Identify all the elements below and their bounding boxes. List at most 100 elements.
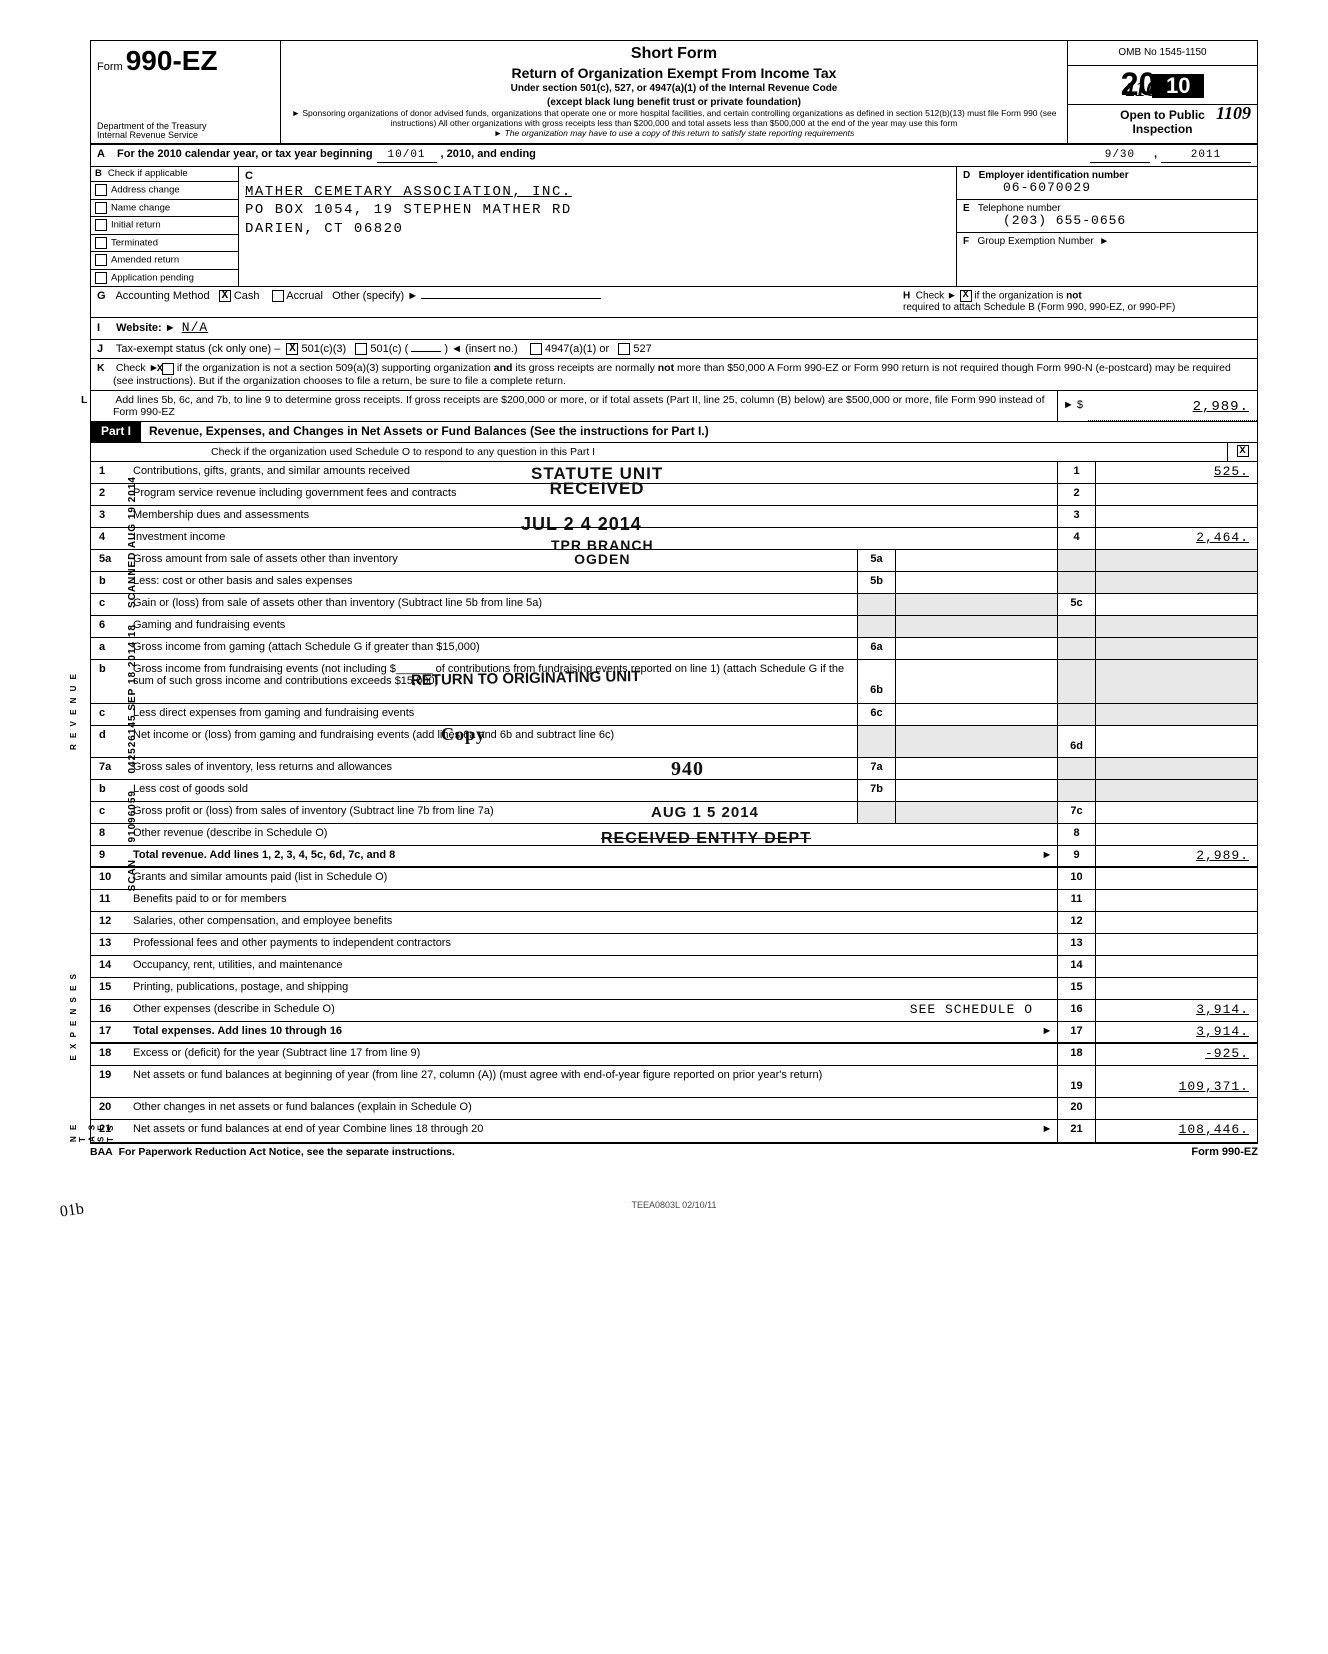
title-short-form: Short Form	[287, 45, 1061, 63]
label-k: K	[97, 362, 113, 374]
line-5b-desc: Less: cost or other basis and sales expe…	[133, 572, 857, 593]
ck-509a3[interactable]	[162, 363, 174, 375]
check-if-applicable: Check if applicable	[108, 169, 188, 180]
line-17: 17 Total expenses. Add lines 10 through …	[91, 1022, 1257, 1044]
line-7b-num: b	[91, 780, 133, 801]
line-17-arrow: ►	[1037, 1022, 1057, 1042]
line-6-rval	[1095, 616, 1257, 637]
tax-year-begin[interactable]: 10/01	[377, 149, 437, 163]
ck-terminated[interactable]	[95, 237, 107, 249]
ck-address-change[interactable]	[95, 184, 107, 196]
label-c: C	[245, 169, 253, 184]
line-4-rnum: 4	[1057, 528, 1095, 549]
ck-cash[interactable]	[219, 290, 231, 302]
line-16-see-schedule-o: SEE SCHEDULE O	[910, 1003, 1053, 1018]
line-5a-mnum: 5a	[858, 550, 896, 571]
vlabel-expenses: E X P E N S E S	[69, 972, 78, 1061]
tax-year-end[interactable]: 9/30	[1090, 149, 1150, 163]
line-5c-rnum: 5c	[1057, 594, 1095, 615]
line-21-desc: Net assets or fund balances at end of ye…	[133, 1120, 1037, 1142]
line-5b: b Less: cost or other basis and sales ex…	[91, 572, 1257, 594]
website-label: Website: ►	[116, 322, 176, 334]
line-7a-rnum	[1057, 758, 1095, 779]
ck-527[interactable]	[618, 343, 630, 355]
row-l: L Add lines 5b, 6c, and 7b, to line 9 to…	[90, 391, 1258, 422]
line-5c-val	[1095, 594, 1257, 615]
line-7c-mval	[896, 802, 1057, 823]
line-14-val	[1095, 956, 1257, 977]
h-check: Check ►	[916, 291, 957, 302]
line-6b-desc: Gross income from fundraising events (no…	[133, 660, 857, 703]
ck-501c3[interactable]	[286, 343, 298, 355]
line-6b-mnum: 6b	[858, 660, 896, 703]
line-6d-num: d	[91, 726, 133, 757]
lbl-other: Other (specify) ►	[332, 290, 418, 302]
line-9: 9 Total revenue. Add lines 1, 2, 3, 4, 5…	[91, 846, 1257, 868]
line-6c-num: c	[91, 704, 133, 725]
line-3-num: 3	[91, 506, 133, 527]
line-12-desc: Salaries, other compensation, and employ…	[133, 912, 1057, 933]
row-j: J Tax-exempt status (ck only one) – 501(…	[90, 340, 1258, 360]
line-2-num: 2	[91, 484, 133, 505]
ck-not-required[interactable]	[960, 290, 972, 302]
line-13: 13Professional fees and other payments t…	[91, 934, 1257, 956]
line-7b-rval	[1095, 780, 1257, 801]
line-6b-mval	[896, 660, 1057, 703]
line-14-num: 14	[91, 956, 133, 977]
lbl-527: 527	[633, 343, 651, 355]
line-6b-rval	[1095, 660, 1257, 703]
line-15: 15Printing, publications, postage, and s…	[91, 978, 1257, 1000]
ck-initial-return[interactable]	[95, 219, 107, 231]
other-specify-input[interactable]	[421, 298, 601, 299]
line-16-rnum: 16	[1057, 1000, 1095, 1021]
line-7a-rval	[1095, 758, 1257, 779]
501c-insert[interactable]	[411, 351, 441, 352]
block-bcdef: B Check if applicable Address change Nam…	[90, 167, 1258, 288]
line-8-num: 8	[91, 824, 133, 845]
line-20: 20Other changes in net assets or fund ba…	[91, 1098, 1257, 1120]
lbl-address-change: Address change	[111, 185, 180, 196]
ck-schedule-o[interactable]	[1237, 445, 1249, 457]
website-value[interactable]: N/A	[182, 320, 208, 335]
l-amount: 2,989.	[1088, 391, 1257, 421]
row-a-text3: ,	[1154, 148, 1157, 161]
form-header: Form 990-EZ Department of the Treasury I…	[90, 40, 1258, 145]
line-6b-rnum	[1057, 660, 1095, 703]
vlabel-revenue: R E V E N U E	[69, 672, 78, 750]
label-b: B	[95, 169, 102, 180]
ck-4947a1[interactable]	[530, 343, 542, 355]
ck-accrual[interactable]	[272, 290, 284, 302]
line-12: 12Salaries, other compensation, and empl…	[91, 912, 1257, 934]
line-16-num: 16	[91, 1000, 133, 1021]
line-21-rnum: 21	[1057, 1120, 1095, 1142]
line-6a-num: a	[91, 638, 133, 659]
line-16-val: 3,914.	[1095, 1000, 1257, 1021]
line-5b-num: b	[91, 572, 133, 593]
ck-501c[interactable]	[355, 343, 367, 355]
ck-app-pending[interactable]	[95, 272, 107, 284]
line-6a-rnum	[1057, 638, 1095, 659]
line-14: 14Occupancy, rent, utilities, and mainte…	[91, 956, 1257, 978]
line-8: 8 Other revenue (describe in Schedule O)…	[91, 824, 1257, 846]
lbl-terminated: Terminated	[111, 237, 158, 248]
schedule-o-text: Check if the organization used Schedule …	[91, 443, 1227, 461]
row-k: K Check ► if the organization is not a s…	[90, 359, 1258, 390]
tax-year-end-year[interactable]: 2011	[1161, 149, 1251, 163]
teea-code: TEEA0803L 02/10/11	[90, 1200, 1258, 1210]
handwritten-01b: 01b	[59, 1201, 85, 1223]
row-gh: G Accounting Method Cash Accrual Other (…	[90, 287, 1258, 318]
line-11-rnum: 11	[1057, 890, 1095, 911]
form-number: 990-EZ	[126, 45, 218, 76]
ck-name-change[interactable]	[95, 202, 107, 214]
line-6d-rnum: 6d	[1057, 726, 1095, 757]
line-7c-num: c	[91, 802, 133, 823]
right-header-cell: OMB No 1545-1150 2010 1109 Open to Publi…	[1067, 41, 1257, 143]
label-j: J	[97, 343, 113, 356]
year-bar: 10	[1152, 74, 1204, 98]
line-17-num: 17	[91, 1022, 133, 1042]
line-6: 6 Gaming and fundraising events	[91, 616, 1257, 638]
ck-amended[interactable]	[95, 254, 107, 266]
line-7a: 7a Gross sales of inventory, less return…	[91, 758, 1257, 780]
line-19-desc: Net assets or fund balances at beginning…	[133, 1066, 1057, 1097]
line-5a-num: 5a	[91, 550, 133, 571]
